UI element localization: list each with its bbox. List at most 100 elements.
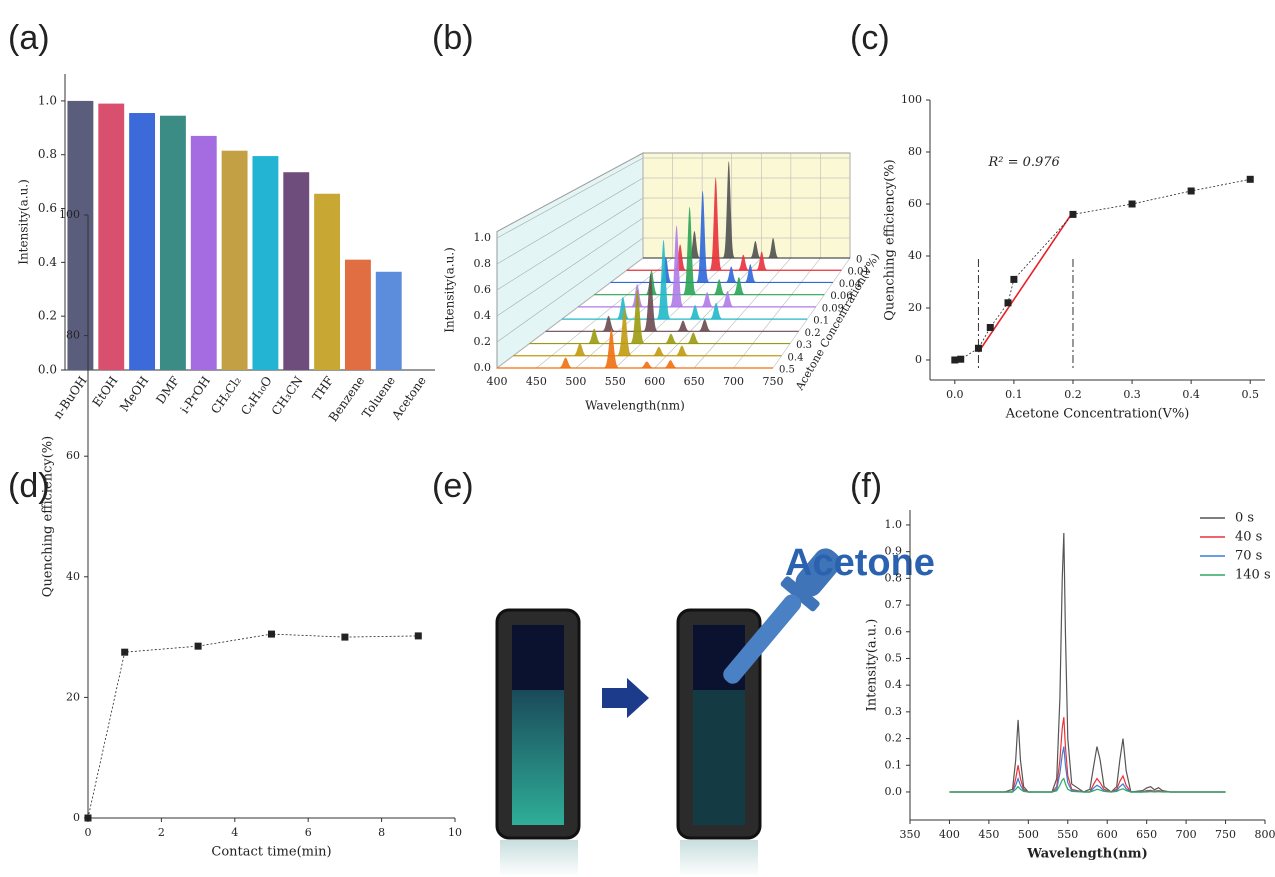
marker bbox=[268, 630, 275, 638]
z-tick-label: 0.01 bbox=[847, 267, 869, 278]
panel-label: (c) bbox=[850, 19, 890, 57]
bar bbox=[190, 135, 217, 370]
fit-line bbox=[977, 211, 1074, 353]
reflection bbox=[500, 840, 578, 877]
peak bbox=[629, 289, 645, 344]
marker bbox=[1010, 275, 1018, 283]
panel-label: (a) bbox=[8, 19, 50, 57]
x-tick-label: i-PrOH bbox=[178, 374, 214, 416]
y-tick-label: 0.2 bbox=[885, 732, 903, 745]
peak bbox=[572, 343, 588, 356]
x-tick-label: 550 bbox=[605, 375, 626, 388]
y-tick-label: 0.6 bbox=[38, 201, 57, 215]
y-tick-label: 0.8 bbox=[885, 571, 903, 584]
y-tick-label: 0.3 bbox=[885, 705, 903, 718]
x-axis-label: Wavelength(nm) bbox=[1026, 847, 1147, 862]
x-tick-label: 650 bbox=[1136, 828, 1157, 841]
x-tick-label: 2 bbox=[158, 826, 165, 839]
x-tick-label: 0.3 bbox=[1123, 388, 1141, 401]
marker bbox=[84, 814, 92, 822]
peak bbox=[601, 315, 616, 332]
marker bbox=[1246, 175, 1254, 183]
arrow bbox=[602, 678, 649, 718]
marker bbox=[974, 344, 982, 352]
x-tick-label: 10 bbox=[448, 826, 462, 839]
peak bbox=[557, 357, 574, 368]
legend-label: 0 s bbox=[1235, 511, 1254, 526]
marker bbox=[1187, 187, 1195, 195]
legend-label: 70 s bbox=[1235, 549, 1262, 564]
peak bbox=[688, 305, 703, 320]
x-tick-label: DMF bbox=[153, 374, 182, 407]
bar bbox=[129, 113, 156, 370]
marker bbox=[1004, 299, 1012, 307]
peak bbox=[724, 266, 738, 283]
y-tick-label: 0.0 bbox=[38, 363, 57, 377]
x-tick-label: 0.5 bbox=[1241, 388, 1259, 401]
y-tick-label: 1.0 bbox=[38, 93, 57, 107]
bar bbox=[283, 172, 310, 370]
x-tick-label: 400 bbox=[487, 375, 508, 388]
marker bbox=[121, 648, 129, 656]
peak bbox=[662, 360, 679, 368]
x-tick-label: 0 bbox=[85, 826, 92, 839]
bar bbox=[375, 271, 402, 370]
marker bbox=[341, 633, 349, 641]
peak bbox=[651, 346, 667, 356]
peak bbox=[712, 279, 726, 295]
bar bbox=[314, 193, 341, 370]
x-tick-label: 0.1 bbox=[1005, 388, 1023, 401]
marker bbox=[1128, 200, 1136, 208]
y-axis-label: Intensity(a.u.) bbox=[865, 619, 880, 712]
bar bbox=[159, 115, 186, 370]
marker bbox=[957, 355, 965, 363]
y-tick-label: 0.4 bbox=[38, 255, 57, 269]
y-tick-label: 0.8 bbox=[38, 147, 57, 161]
peak bbox=[696, 190, 710, 283]
peak bbox=[749, 241, 762, 258]
z-tick-label: 0.4 bbox=[788, 352, 804, 363]
y-tick-label: 20 bbox=[66, 690, 80, 703]
x-tick-label: 8 bbox=[378, 826, 385, 839]
x-tick-label: 650 bbox=[684, 375, 705, 388]
marker bbox=[986, 323, 994, 331]
y-tick-label: 0 bbox=[73, 811, 80, 824]
y-tick-label: 100 bbox=[59, 208, 80, 221]
x-tick-label: THF bbox=[310, 374, 337, 404]
peak bbox=[720, 291, 735, 307]
x-tick-label: 450 bbox=[978, 828, 999, 841]
x-tick-label: 600 bbox=[1097, 828, 1118, 841]
x-tick-label: 6 bbox=[305, 826, 312, 839]
y-tick-label: 40 bbox=[908, 249, 922, 262]
z-tick-label: 0.1 bbox=[813, 316, 829, 327]
dropper bbox=[723, 548, 841, 684]
marker bbox=[414, 632, 422, 640]
peak bbox=[675, 320, 691, 332]
legend-label: 140 s bbox=[1235, 568, 1271, 583]
peak bbox=[688, 231, 701, 258]
x-tick-label: EtOH bbox=[90, 374, 121, 410]
y-tick-label: 0.4 bbox=[474, 309, 492, 322]
y-axis-label: Intensity(a.u.) bbox=[17, 179, 31, 265]
y-tick-label: 1.0 bbox=[885, 518, 903, 531]
x-tick-label: CH₃CN bbox=[269, 374, 306, 418]
z-tick-label: 0.3 bbox=[796, 340, 812, 351]
z-tick-label: 0 bbox=[856, 255, 862, 266]
reflection bbox=[680, 840, 758, 877]
y-tick-label: 1.0 bbox=[474, 231, 492, 244]
peak bbox=[643, 273, 658, 332]
y-tick-label: 0.4 bbox=[885, 678, 903, 691]
peak bbox=[755, 251, 768, 271]
y-axis-label: Quenching efficiency(%) bbox=[883, 159, 898, 320]
y-tick-label: 0.2 bbox=[38, 309, 57, 323]
marker bbox=[194, 642, 202, 650]
x-tick-label: 750 bbox=[763, 375, 784, 388]
y-axis-label: Quenching efficiency(%) bbox=[41, 436, 56, 597]
bar bbox=[221, 150, 248, 370]
y-tick-label: 0.1 bbox=[885, 758, 903, 771]
peak bbox=[656, 239, 671, 319]
x-tick-label: 700 bbox=[1176, 828, 1197, 841]
y-tick-label: 80 bbox=[66, 329, 80, 342]
x-tick-label: 400 bbox=[939, 828, 960, 841]
x-tick-label: 0.0 bbox=[946, 388, 964, 401]
